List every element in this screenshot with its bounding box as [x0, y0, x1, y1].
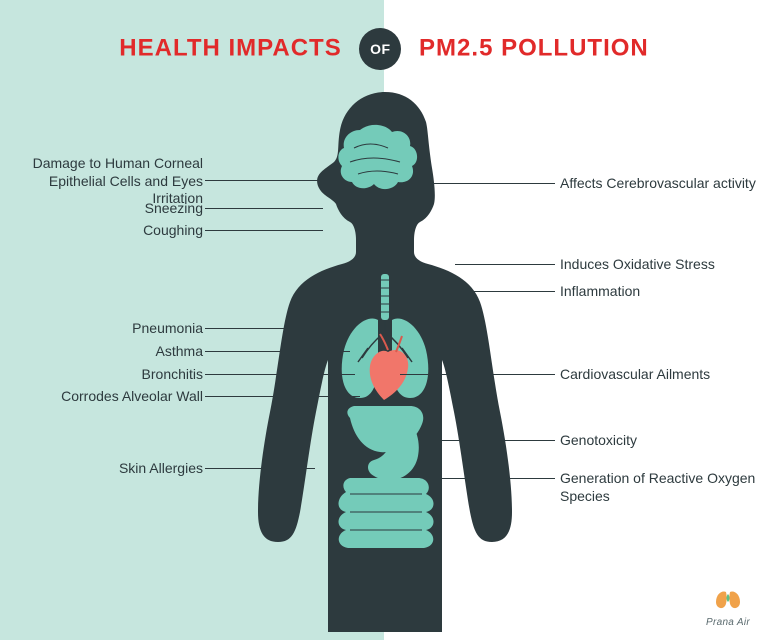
- human-body-figure: [250, 92, 520, 632]
- brand-logo: Prana Air: [706, 590, 750, 628]
- leader-line: [205, 230, 323, 231]
- leader-line: [400, 374, 555, 375]
- leader-line: [425, 440, 555, 441]
- leader-line: [205, 396, 360, 397]
- brain-icon: [338, 125, 417, 189]
- impact-label: Sneezing: [8, 200, 203, 218]
- title-right: PM2.5 POLLUTION: [419, 34, 649, 61]
- infographic-canvas: HEALTH IMPACTS OF PM2.5 POLLUTION Damage…: [0, 0, 768, 640]
- impact-label: Genotoxicity: [560, 432, 760, 450]
- impact-label: Bronchitis: [8, 366, 203, 384]
- leader-line: [205, 180, 335, 181]
- impact-label: Coughing: [8, 222, 203, 240]
- leader-line: [205, 468, 315, 469]
- impact-label: Skin Allergies: [8, 460, 203, 478]
- leader-line: [410, 183, 555, 184]
- impact-label: Inflammation: [560, 283, 760, 301]
- page-title: HEALTH IMPACTS OF PM2.5 POLLUTION: [0, 28, 768, 70]
- of-badge: OF: [359, 28, 401, 70]
- title-left: HEALTH IMPACTS: [119, 34, 341, 61]
- impact-label: Generation of Reactive Oxygen Species: [560, 470, 760, 505]
- impact-label: Asthma: [8, 343, 203, 361]
- leader-line: [455, 264, 555, 265]
- impact-label: Induces Oxidative Stress: [560, 256, 760, 274]
- intestines-icon: [339, 478, 434, 548]
- trachea-icon: [381, 274, 389, 320]
- leader-line: [205, 351, 350, 352]
- brand-name: Prana Air: [706, 617, 750, 628]
- leader-line: [205, 374, 355, 375]
- leader-line: [205, 328, 345, 329]
- leader-line: [430, 478, 555, 479]
- impact-label: Pneumonia: [8, 320, 203, 338]
- leader-line: [205, 208, 323, 209]
- lungs-logo-icon: [714, 590, 742, 610]
- impact-label: Corrodes Alveolar Wall: [8, 388, 203, 406]
- impact-label: Cardiovascular Ailments: [560, 366, 760, 384]
- impact-label: Affects Cerebrovascular activity: [560, 175, 760, 193]
- leader-line: [455, 291, 555, 292]
